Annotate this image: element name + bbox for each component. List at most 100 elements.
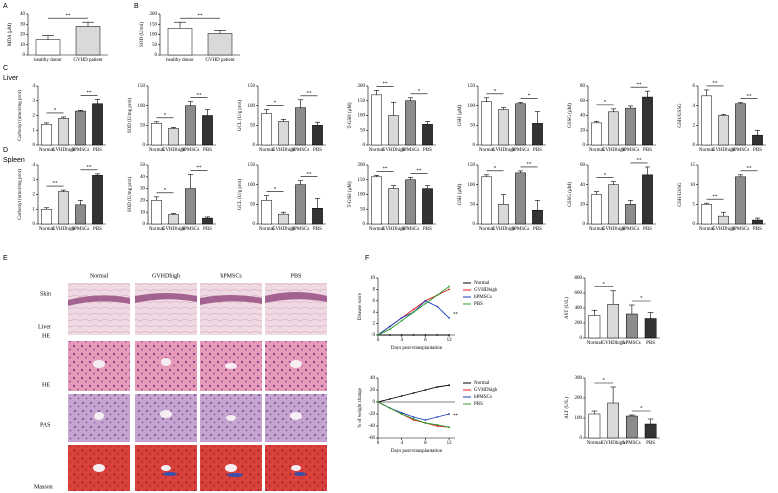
series-point bbox=[400, 413, 403, 415]
significance-label: * bbox=[640, 297, 643, 302]
x-tick-label: hPMSCs bbox=[292, 148, 310, 153]
x-tick-label: hPMSCs bbox=[182, 148, 200, 153]
bar bbox=[735, 103, 746, 146]
bar bbox=[41, 124, 52, 146]
x-tick-label: hPMSCs bbox=[623, 441, 641, 446]
significance-label: ** bbox=[637, 83, 643, 88]
y-tick-label: 100 bbox=[358, 114, 366, 119]
bar bbox=[752, 134, 763, 146]
y-tick-label: 150 bbox=[248, 163, 256, 168]
y-tick-label: 0 bbox=[473, 222, 476, 227]
significance-label: ** bbox=[383, 82, 389, 87]
y-tick-label: 50 bbox=[140, 123, 146, 128]
series-point bbox=[412, 334, 415, 336]
x-tick-label: Normal bbox=[149, 227, 165, 232]
x-tick-label: PBS bbox=[646, 341, 655, 346]
bar bbox=[591, 122, 602, 146]
y-tick-label: 0 bbox=[373, 333, 376, 338]
y-axis-label: SOD (U/mg prot) bbox=[128, 98, 133, 134]
x-tick-label: GVHDhigh bbox=[602, 148, 626, 153]
y-tick-label: 0 bbox=[693, 222, 696, 227]
series-point bbox=[400, 317, 403, 319]
y-tick-label: 6 bbox=[693, 84, 696, 89]
significance-label: ** bbox=[747, 94, 753, 99]
y-tick-label: 300 bbox=[575, 376, 583, 381]
y-tick-label: 20 bbox=[580, 128, 586, 133]
y-tick-label: 200 bbox=[575, 396, 583, 401]
x-tick-label: PBS bbox=[753, 227, 762, 232]
y-tick-label: 50 bbox=[152, 43, 158, 48]
y-tick-label: 10 bbox=[690, 183, 696, 188]
y-tick-label: 0 bbox=[693, 143, 696, 148]
series-point bbox=[412, 308, 415, 311]
x-tick-label: hPMSCs bbox=[622, 227, 640, 232]
y-tick-label: 40 bbox=[370, 376, 376, 381]
x-tick-label: PBS bbox=[753, 148, 762, 153]
x-tick-label: hPMSCs bbox=[402, 148, 420, 153]
x-tick-label: GVHDhigh bbox=[601, 341, 625, 346]
y-tick-label: 0 bbox=[583, 222, 586, 227]
x-tick-label: GVHDhigh bbox=[272, 227, 296, 232]
x-tick-label: 8 bbox=[424, 441, 427, 446]
y-tick-label: 50 bbox=[360, 128, 366, 133]
significance-label: * bbox=[604, 173, 607, 178]
bar bbox=[607, 304, 619, 339]
x-tick-label: GVHDhigh bbox=[712, 227, 736, 232]
y-tick-label: 10 bbox=[370, 276, 376, 281]
bar bbox=[41, 209, 52, 225]
x-tick-label: GVHDhigh bbox=[272, 148, 296, 153]
significance-label: * bbox=[54, 109, 57, 114]
y-tick-label: 40 bbox=[580, 183, 586, 188]
bar bbox=[532, 123, 543, 146]
y-axis-label: T-GSH (μM) bbox=[348, 102, 353, 128]
row-label: Masson bbox=[34, 484, 53, 490]
y-tick-label: 8 bbox=[373, 288, 376, 293]
x-tick-label: hPMSCs bbox=[512, 227, 530, 232]
x-tick-label: Normal bbox=[699, 227, 715, 232]
y-tick-label: 0 bbox=[155, 53, 158, 58]
significance-label: ** bbox=[453, 313, 459, 318]
x-tick-label: Normal bbox=[587, 441, 603, 446]
series-point bbox=[388, 325, 391, 328]
bar bbox=[481, 176, 492, 225]
epidermis bbox=[68, 292, 327, 306]
series-point bbox=[448, 334, 450, 336]
y-tick-label: 20 bbox=[20, 33, 26, 38]
bar bbox=[626, 415, 638, 439]
y-tick-label: 3 bbox=[33, 178, 36, 183]
series-point bbox=[436, 416, 439, 418]
y-axis-label: GSH/GSSG bbox=[678, 103, 683, 128]
bar bbox=[278, 213, 289, 225]
y-tick-label: 200 bbox=[358, 163, 366, 168]
significance-label: ** bbox=[307, 91, 313, 96]
row-label: Skin bbox=[40, 291, 51, 297]
row-label: PAS bbox=[40, 422, 50, 428]
y-axis-label: SOD (U/ml) bbox=[140, 22, 145, 47]
x-tick-label: PBS bbox=[533, 227, 542, 232]
significance-label: * bbox=[603, 282, 606, 287]
x-tick-label: hPMSCs bbox=[72, 148, 90, 153]
x-tick-label: hPMSCs bbox=[623, 341, 641, 346]
x-tick-label: GVHDhigh bbox=[492, 148, 516, 153]
y-tick-label: 20 bbox=[370, 388, 376, 393]
y-axis-label: Carbonyl (nmol/mg prot) bbox=[18, 169, 23, 220]
x-tick-label: GVHDhigh bbox=[162, 227, 186, 232]
y-tick-label: 200 bbox=[575, 321, 583, 326]
x-tick-label: GVHDhigh bbox=[52, 227, 76, 232]
x-tick-label: PBS bbox=[533, 148, 542, 153]
significance-label: * bbox=[494, 166, 497, 171]
x-tick-label: GVHDhigh bbox=[382, 148, 406, 153]
bar bbox=[607, 402, 619, 439]
x-tick-label: hPMSCs bbox=[402, 227, 420, 232]
significance-label: ** bbox=[713, 82, 719, 87]
significance-label: * bbox=[604, 101, 607, 106]
series-point bbox=[424, 299, 427, 302]
x-tick-label: hPMSCs bbox=[182, 227, 200, 232]
bar bbox=[92, 175, 103, 225]
x-tick-label: Normal bbox=[369, 227, 385, 232]
bar bbox=[626, 313, 638, 339]
series-point bbox=[436, 305, 439, 308]
y-tick-label: 6 bbox=[373, 299, 376, 304]
x-tick-label: 8 bbox=[424, 338, 427, 343]
